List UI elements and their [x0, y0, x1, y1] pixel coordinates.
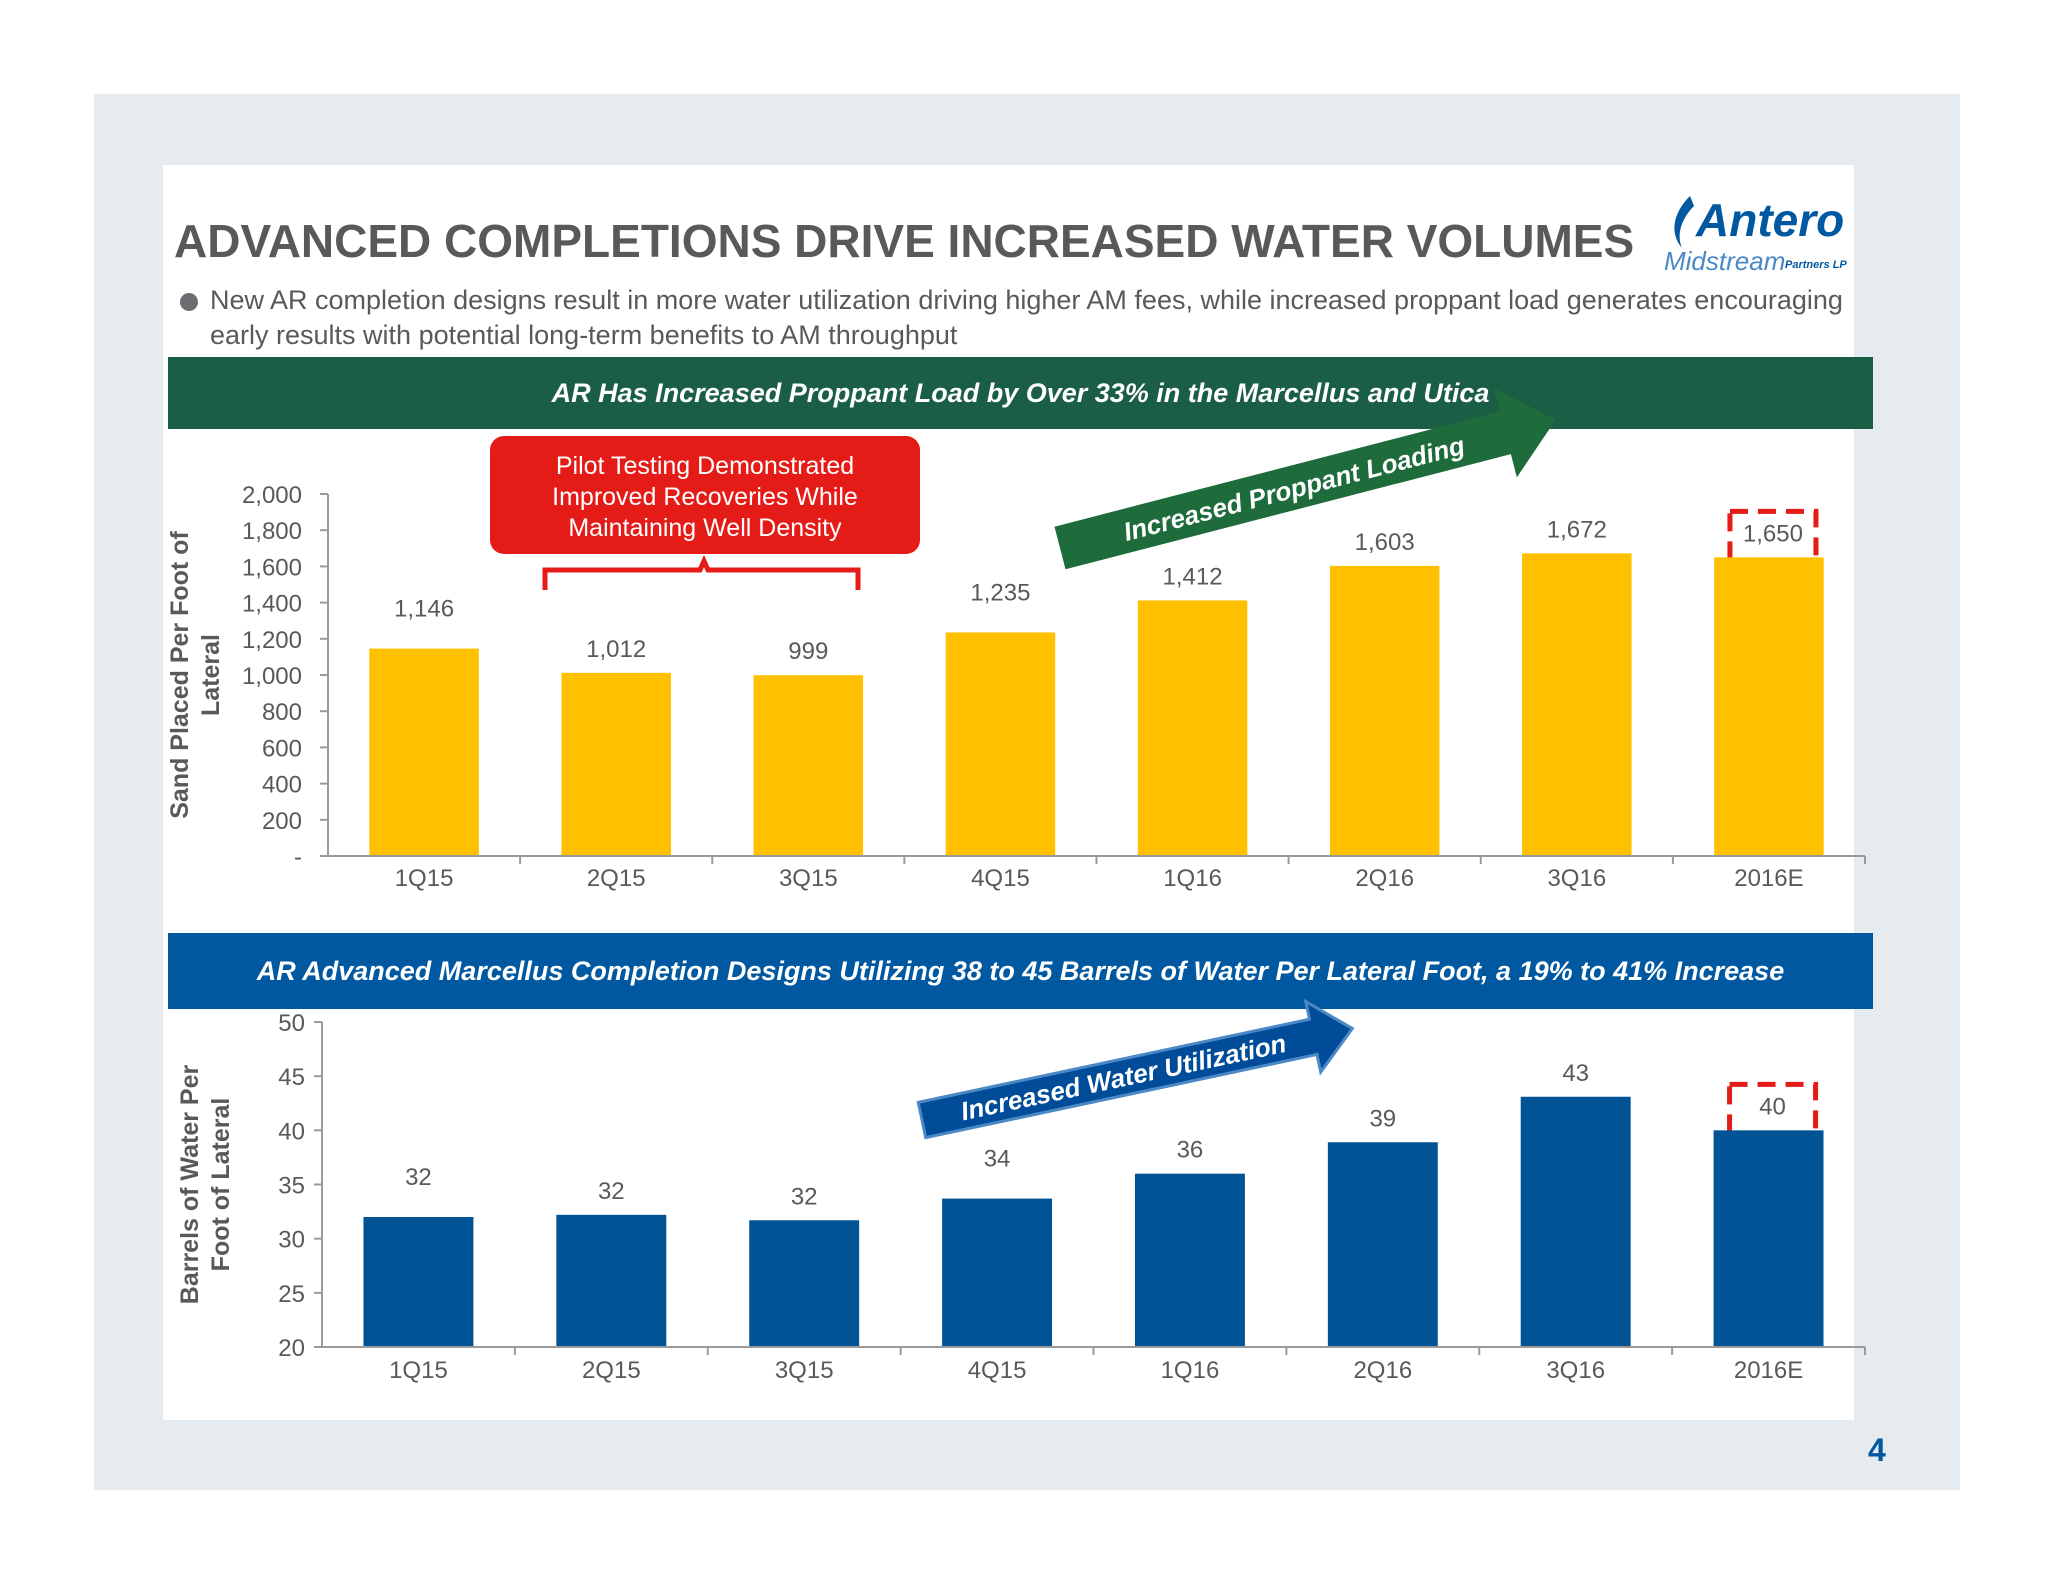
proppant-y-tick-label: 1,200 — [242, 627, 302, 654]
water-bar — [1134, 1173, 1245, 1347]
proppant-y-tick-label: 600 — [262, 735, 302, 762]
proppant-bar — [1137, 600, 1248, 856]
water-bar — [1327, 1142, 1438, 1347]
water-data-label: 32 — [598, 1178, 625, 1205]
flame-icon — [1674, 196, 1694, 248]
water-x-tick-label: 2Q15 — [582, 1357, 641, 1384]
water-bar — [749, 1220, 860, 1347]
water-data-label: 36 — [1177, 1137, 1204, 1164]
proppant-x-tick-label: 3Q16 — [1547, 865, 1606, 892]
water-bar — [942, 1198, 1053, 1347]
proppant-bar — [753, 675, 864, 856]
arrow-water-label: Increased Water Utilization — [958, 1028, 1289, 1126]
proppant-data-label: 999 — [788, 638, 828, 665]
water-data-label: 40 — [1759, 1093, 1786, 1120]
arrow-water-shape — [916, 998, 1355, 1140]
proppant-x-tick-label: 3Q15 — [779, 865, 838, 892]
pilot-callout-line: Improved Recoveries While — [552, 483, 858, 511]
water-bar — [1713, 1130, 1824, 1347]
arrow-proppant-shape — [1054, 388, 1556, 570]
water-data-label: 32 — [405, 1164, 432, 1191]
water-y-axis-label: Barrels of Water Per — [176, 1065, 204, 1305]
proppant-y-tick-label: 1,400 — [242, 591, 302, 618]
water-y-tick-label: 30 — [278, 1227, 305, 1254]
water-bar — [556, 1214, 667, 1347]
water-y-tick-label: 45 — [278, 1064, 305, 1091]
water-bar — [363, 1217, 474, 1347]
pilot-bracket — [542, 554, 861, 590]
water-x-tick-label: 1Q15 — [389, 1357, 448, 1384]
proppant-y-tick-label: 1,000 — [242, 663, 302, 690]
proppant-x-tick-label: 1Q16 — [1163, 865, 1222, 892]
proppant-data-label: 1,146 — [394, 596, 454, 623]
page-number: 4 — [1868, 1432, 1886, 1468]
proppant-bar — [369, 648, 479, 856]
pilot-callout-box — [490, 436, 920, 554]
proppant-bar — [945, 632, 1056, 856]
proppant-bar — [1329, 565, 1440, 856]
water-bar — [1520, 1096, 1631, 1347]
arrow-water: Increased Water Utilization — [916, 998, 1355, 1140]
water-data-label: 32 — [791, 1183, 818, 1210]
bullet-text: New AR completion designs result in more… — [210, 285, 1843, 350]
water-y-tick-label: 25 — [278, 1281, 305, 1308]
proppant-x-tick-label: 2016E — [1734, 865, 1803, 892]
water-y-tick-label: 50 — [278, 1010, 305, 1037]
proppant-y-tick-label: 800 — [262, 699, 302, 726]
svg-text:Antero: Antero — [1695, 194, 1844, 246]
proppant-y-tick-label: 1,600 — [242, 554, 302, 581]
proppant-x-tick-label: 2Q15 — [587, 865, 646, 892]
water-data-label: 34 — [984, 1146, 1011, 1173]
page-title: ADVANCED COMPLETIONS DRIVE INCREASED WAT… — [174, 215, 1635, 267]
pilot-callout-line: Maintaining Well Density — [568, 514, 842, 542]
proppant-y-tick-label: 1,800 — [242, 518, 302, 545]
svg-text:Partners LP: Partners LP — [1785, 259, 1847, 271]
bullet-icon — [180, 293, 198, 311]
proppant-data-label: 1,235 — [970, 579, 1030, 606]
proppant-y-tick-label: - — [294, 844, 302, 871]
water-y-tick-label: 40 — [278, 1118, 305, 1145]
proppant-data-label: 1,412 — [1163, 563, 1223, 590]
banner-proppant: AR Has Increased Proppant Load by Over 3… — [168, 357, 1873, 429]
proppant-y-axis-label: Sand Placed Per Foot of — [166, 531, 194, 819]
proppant-bar — [561, 672, 671, 856]
water-data-label: 39 — [1369, 1105, 1396, 1132]
pilot-callout: Pilot Testing Demonstrated Improved Reco… — [490, 436, 920, 590]
arrow-proppant-label: Increased Proppant Loading — [1120, 430, 1467, 547]
banner-water: AR Advanced Marcellus Completion Designs… — [168, 933, 1873, 1009]
proppant-x-tick-label: 1Q15 — [395, 865, 454, 892]
proppant-bar — [1522, 553, 1632, 856]
water-x-tick-label: 3Q16 — [1546, 1357, 1605, 1384]
water-x-tick-label: 4Q15 — [968, 1357, 1027, 1384]
proppant-y-tick-label: 2,000 — [242, 482, 302, 509]
proppant-y-tick-label: 400 — [262, 772, 302, 799]
proppant-data-label: 1,603 — [1355, 529, 1415, 556]
pilot-callout-line: Pilot Testing Demonstrated — [556, 452, 854, 480]
proppant-data-label: 1,672 — [1547, 516, 1607, 543]
water-x-tick-label: 3Q15 — [775, 1357, 834, 1384]
water-x-tick-label: 2Q16 — [1353, 1357, 1412, 1384]
water-y-axis-label: Foot of Lateral — [207, 1098, 235, 1272]
proppant-y-axis-label: Lateral — [197, 634, 225, 716]
arrow-proppant: Increased Proppant Loading — [1054, 388, 1556, 570]
proppant-x-tick-label: 2Q16 — [1355, 865, 1414, 892]
water-x-tick-label: 2016E — [1734, 1357, 1803, 1384]
water-y-tick-label: 20 — [278, 1335, 305, 1362]
proppant-x-tick-label: 4Q15 — [971, 865, 1030, 892]
proppant-data-label: 1,650 — [1743, 520, 1803, 547]
proppant-bar — [1714, 557, 1824, 856]
proppant-data-label: 1,012 — [586, 636, 646, 663]
proppant-y-tick-label: 200 — [262, 808, 302, 835]
svg-text:Midstream: Midstream — [1664, 246, 1785, 276]
water-data-label: 43 — [1562, 1060, 1589, 1087]
water-y-tick-label: 35 — [278, 1173, 305, 1200]
antero-logo: Antero Midstream Partners LP — [1664, 194, 1847, 276]
water-x-tick-label: 1Q16 — [1161, 1357, 1220, 1384]
